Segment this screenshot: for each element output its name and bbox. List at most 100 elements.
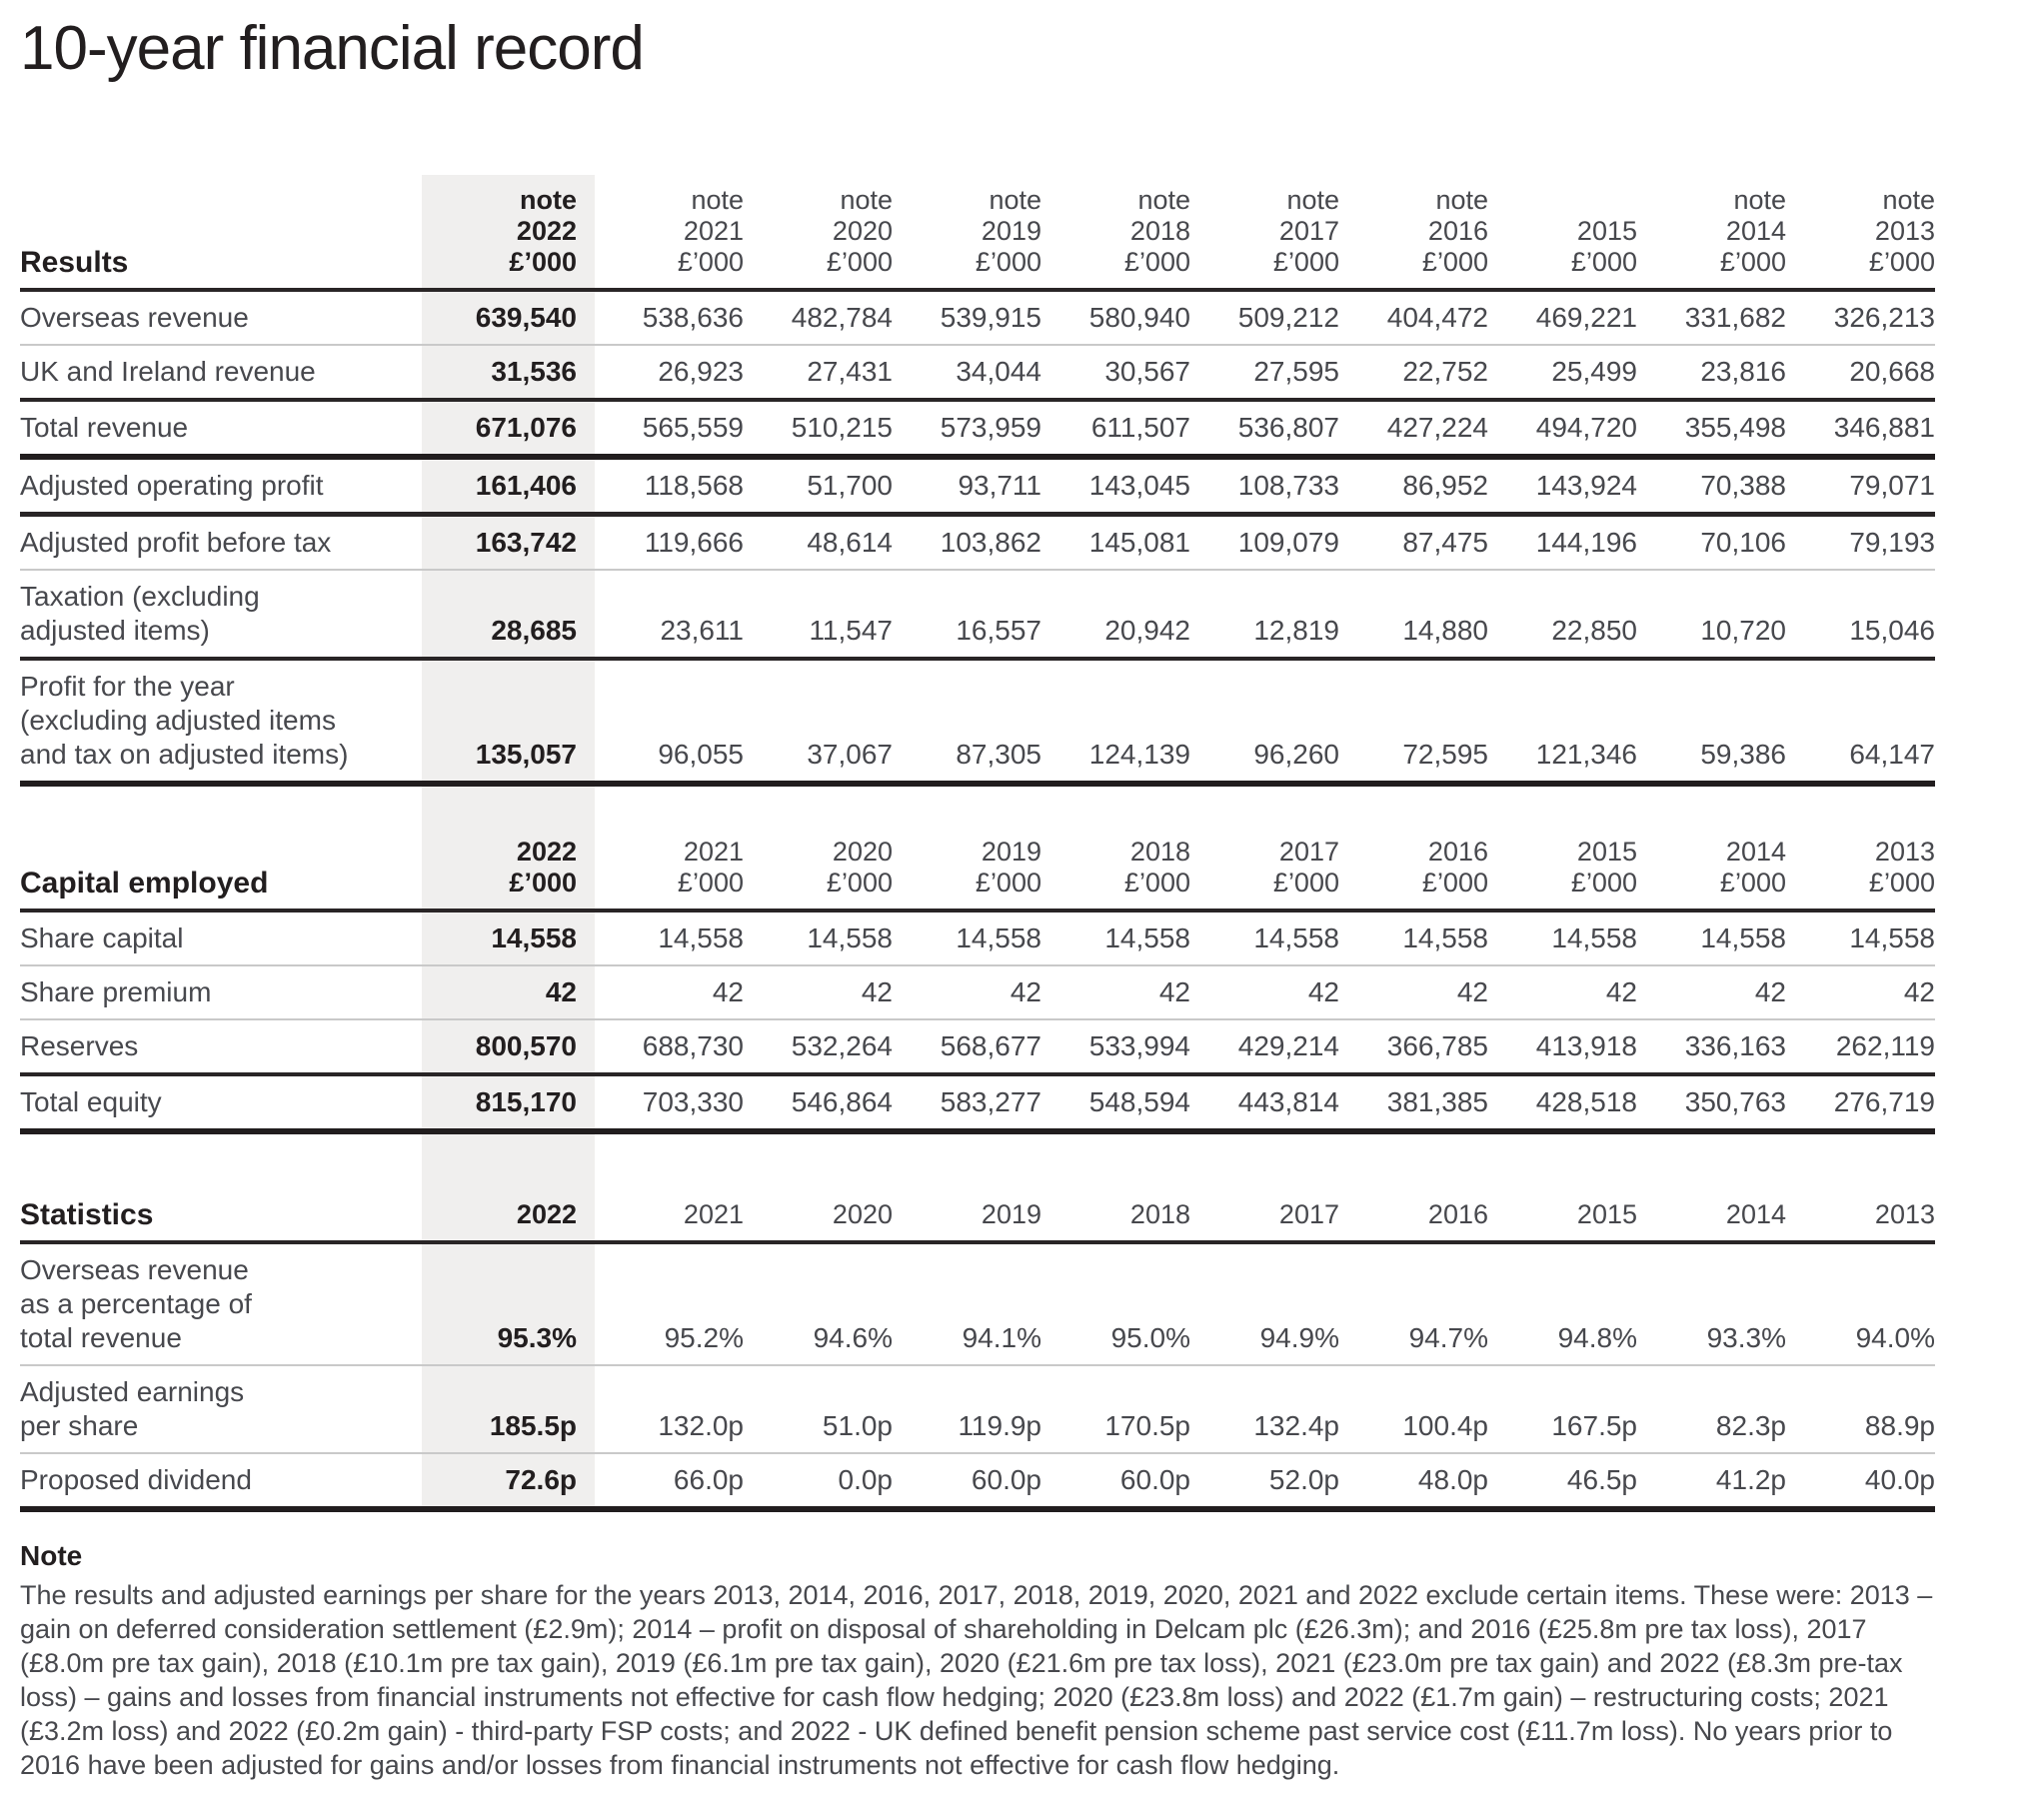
- year-label: 2013: [1874, 837, 1935, 868]
- value-cell: 494,720: [1488, 400, 1637, 461]
- year-column-header: note 2021 £’000: [595, 181, 744, 293]
- value-cell: 143,045: [1041, 457, 1190, 518]
- year-column-header: note 2014 £’000: [1637, 181, 1786, 293]
- year-label: 2018: [1129, 216, 1190, 247]
- year-column-header: note 2013 £’000: [1786, 181, 1935, 293]
- row-label: Overseas revenue: [20, 290, 422, 347]
- financial-tables: Results note 2022 £’000 note 2021 £’000 note 20…: [20, 175, 1935, 1513]
- year-label: 2017: [1278, 216, 1339, 247]
- value-cell: 25,499: [1488, 345, 1637, 403]
- year-column-header: 2016 £’000: [1339, 833, 1488, 913]
- value-cell: 42: [1637, 965, 1786, 1021]
- value-cell: 413,918: [1488, 1019, 1637, 1077]
- year-column-header: 2018 £’000: [1041, 833, 1190, 913]
- row-label: Share capital: [20, 910, 422, 967]
- value-cell: 64,147: [1786, 659, 1935, 788]
- section-label-capital-employed: Capital employed: [20, 833, 422, 913]
- table-row: Total equity 815,170 703,330 546,864 583,277…: [20, 1074, 1935, 1135]
- year-label: 2022: [516, 1199, 577, 1230]
- value-cell: 163,742: [422, 514, 595, 572]
- value-cell: 538,636: [595, 290, 744, 347]
- value-cell: 276,719: [1786, 1074, 1935, 1135]
- value-cell: 59,386: [1637, 659, 1786, 788]
- value-cell: 185.5p: [422, 1365, 595, 1455]
- table-row: UK and Ireland revenue 31,536 26,923 27,431…: [20, 345, 1935, 403]
- value-cell: 93.3%: [1637, 1242, 1786, 1367]
- row-label: Profit for the year (excluding adjusted …: [20, 659, 422, 788]
- value-cell: 26,923: [595, 345, 744, 403]
- unit-label: £’000: [1123, 868, 1190, 899]
- value-cell: 60.0p: [1041, 1453, 1190, 1513]
- value-cell: 86,952: [1339, 457, 1488, 518]
- value-cell: 42: [422, 965, 595, 1021]
- value-cell: 532,264: [744, 1019, 893, 1077]
- year-label: 2019: [981, 1199, 1041, 1230]
- page-title: 10-year financial record: [20, 14, 645, 83]
- year-label: 2020: [832, 837, 893, 868]
- row-label: UK and Ireland revenue: [20, 345, 422, 403]
- value-cell: 326,213: [1786, 290, 1935, 347]
- year-label: 2016: [1427, 216, 1488, 247]
- value-cell: 14,558: [1041, 910, 1190, 967]
- note-label: note: [840, 185, 893, 216]
- value-cell: 580,940: [1041, 290, 1190, 347]
- year-column-header: 2017: [1190, 1194, 1339, 1245]
- value-cell: 355,498: [1637, 400, 1786, 461]
- unit-label: £’000: [975, 247, 1041, 278]
- value-cell: 132.4p: [1190, 1365, 1339, 1455]
- value-cell: 135,057: [422, 659, 595, 788]
- value-cell: 336,163: [1637, 1019, 1786, 1077]
- year-column-header: note 2017 £’000: [1190, 181, 1339, 293]
- note-label: note: [1137, 185, 1190, 216]
- section-label-results: Results: [20, 181, 422, 293]
- year-label: 2015: [1576, 216, 1637, 247]
- value-cell: 94.0%: [1786, 1242, 1935, 1367]
- value-cell: 583,277: [893, 1074, 1041, 1135]
- value-cell: 573,959: [893, 400, 1041, 461]
- note-section: Note The results and adjusted earnings p…: [20, 1538, 1944, 1782]
- value-cell: 31,536: [422, 345, 595, 403]
- value-cell: 671,076: [422, 400, 595, 461]
- value-cell: 109,079: [1190, 514, 1339, 572]
- header-row: Statistics 2022 2021 2020 2019 2018 2017 2016 2…: [20, 1194, 1935, 1245]
- table-row: Adjusted earnings per share 185.5p 132.0p 5…: [20, 1365, 1935, 1455]
- row-label: Share premium: [20, 965, 422, 1021]
- table-row: Adjusted profit before tax 163,742 119,666…: [20, 514, 1935, 572]
- value-cell: 42: [1488, 965, 1637, 1021]
- value-cell: 0.0p: [744, 1453, 893, 1513]
- year-label: 2014: [1725, 1199, 1786, 1230]
- value-cell: 350,763: [1637, 1074, 1786, 1135]
- year-column-header: 2013 £’000: [1786, 833, 1935, 913]
- section-label-statistics: Statistics: [20, 1194, 422, 1245]
- year-column-header: 2021: [595, 1194, 744, 1245]
- value-cell: 800,570: [422, 1019, 595, 1077]
- year-label: 2013: [1874, 1199, 1935, 1230]
- note-label: note: [989, 185, 1041, 216]
- note-label: note: [1882, 185, 1935, 216]
- value-cell: 20,668: [1786, 345, 1935, 403]
- value-cell: 42: [1190, 965, 1339, 1021]
- note-label: note: [520, 185, 577, 216]
- value-cell: 124,139: [1041, 659, 1190, 788]
- value-cell: 170.5p: [1041, 1365, 1190, 1455]
- value-cell: 30,567: [1041, 345, 1190, 403]
- unit-label: £’000: [1421, 868, 1488, 899]
- table-row: Reserves 800,570 688,730 532,264 568,677 533,…: [20, 1019, 1935, 1077]
- value-cell: 14,558: [744, 910, 893, 967]
- value-cell: 10,720: [1637, 570, 1786, 662]
- value-cell: 42: [595, 965, 744, 1021]
- year-label: 2022: [516, 837, 577, 868]
- value-cell: 52.0p: [1190, 1453, 1339, 1513]
- value-cell: 121,346: [1488, 659, 1637, 788]
- unit-label: £’000: [677, 247, 744, 278]
- value-cell: 94.9%: [1190, 1242, 1339, 1367]
- table-row: Proposed dividend 72.6p 66.0p 0.0p 60.0p 60.0…: [20, 1453, 1935, 1513]
- value-cell: 381,385: [1339, 1074, 1488, 1135]
- value-cell: 23,611: [595, 570, 744, 662]
- note-body: The results and adjusted earnings per sh…: [20, 1580, 1933, 1781]
- value-cell: 14,558: [595, 910, 744, 967]
- year-column-header: note 2019 £’000: [893, 181, 1041, 293]
- year-label: 2016: [1427, 837, 1488, 868]
- row-label: Adjusted profit before tax: [20, 514, 422, 572]
- note-label: note: [1435, 185, 1488, 216]
